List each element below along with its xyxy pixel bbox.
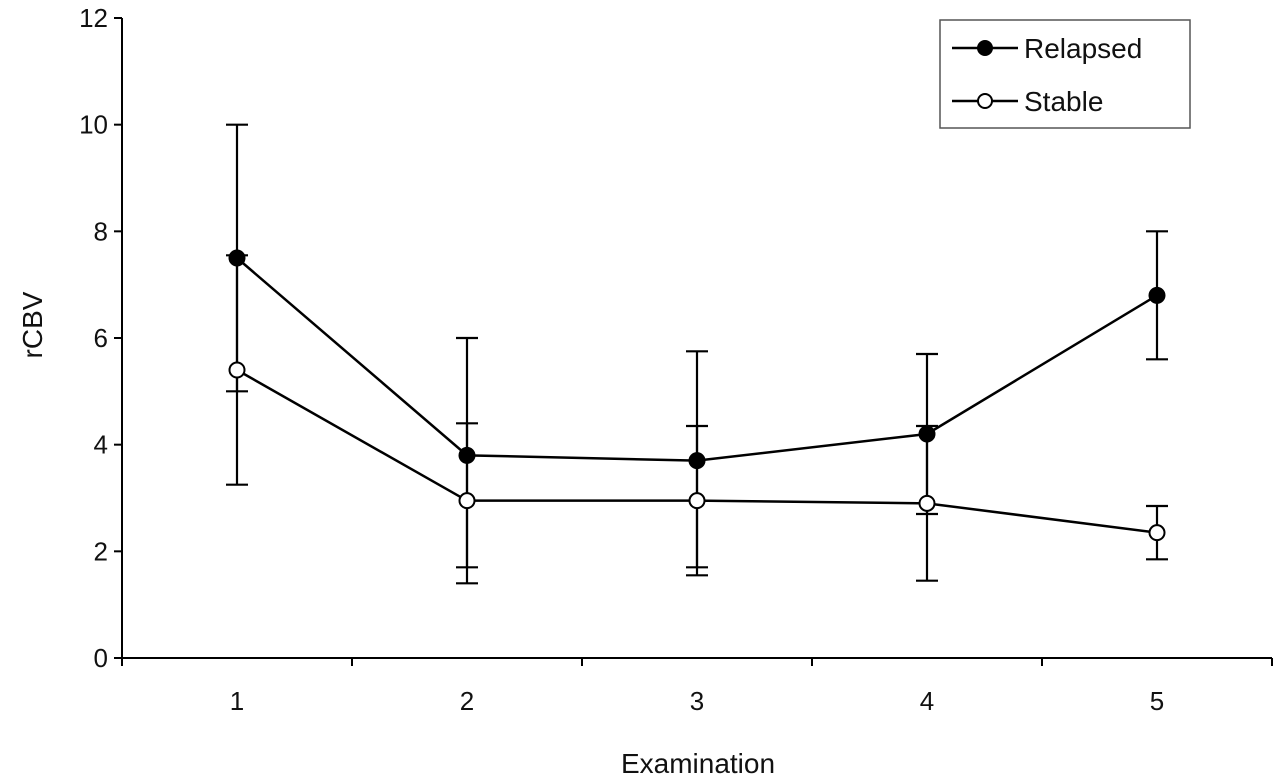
x-tick-label: 4 [920,686,934,716]
y-tick-label: 12 [79,3,108,33]
series-stable-point [228,361,246,379]
legend: Relapsed Stable [939,19,1191,129]
series-layer [226,123,1168,585]
series-relapsed-point [1148,286,1166,304]
legend-stable-label: Stable [1024,86,1103,117]
series-relapsed-point [228,249,246,267]
series-stable-point [1148,524,1166,542]
y-tick-label: 8 [94,216,108,246]
series-relapsed-point [918,425,936,443]
legend-stable-marker [977,93,993,109]
y-tick-label: 2 [94,536,108,566]
y-axis-title: rCBV [17,291,48,358]
x-axis: 1 2 3 4 5 [121,657,1273,716]
legend-relapsed-label: Relapsed [1024,33,1142,64]
y-tick-label: 10 [79,110,108,140]
y-axis: 0 2 4 6 8 10 12 [79,3,123,673]
x-axis-title: Examination [621,748,775,779]
x-tick-label: 2 [460,686,474,716]
series-relapsed-point [688,452,706,470]
series-stable-point [918,494,936,512]
y-tick-label: 0 [94,643,108,673]
series-stable-point [458,492,476,510]
series-relapsed-point [458,446,476,464]
legend-box [939,19,1191,129]
legend-relapsed-marker [977,40,993,56]
x-tick-label: 1 [230,686,244,716]
y-tick-label: 4 [94,430,108,460]
series-stable-point [688,492,706,510]
y-tick-label: 6 [94,323,108,353]
x-tick-label: 5 [1150,686,1164,716]
x-tick-label: 3 [690,686,704,716]
